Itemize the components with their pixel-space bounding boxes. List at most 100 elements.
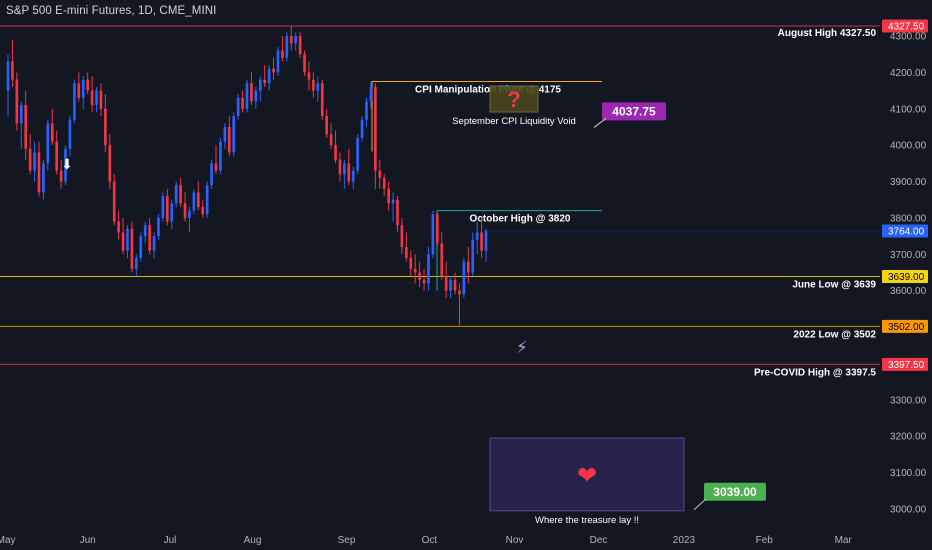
candle-body[interactable]	[192, 192, 196, 211]
candle-body[interactable]	[396, 199, 399, 226]
candle-body[interactable]	[46, 123, 50, 164]
candle-body[interactable]	[267, 68, 271, 84]
candle-body[interactable]	[303, 54, 306, 73]
candle-body[interactable]	[334, 145, 337, 160]
candle-body[interactable]	[139, 236, 143, 258]
candle-body[interactable]	[480, 232, 483, 251]
candle-body[interactable]	[356, 137, 359, 171]
candle-body[interactable]	[471, 239, 475, 273]
candle-body[interactable]	[276, 50, 280, 73]
candle-body[interactable]	[449, 279, 452, 291]
candle-body[interactable]	[6, 61, 10, 91]
candle-body[interactable]	[427, 254, 430, 284]
candle-body[interactable]	[68, 119, 72, 149]
candle-body[interactable]	[343, 163, 346, 175]
candle-body[interactable]	[37, 152, 41, 193]
candle-body[interactable]	[325, 116, 328, 135]
candle-body[interactable]	[400, 225, 404, 248]
candle-body[interactable]	[232, 116, 236, 153]
candle-body[interactable]	[347, 163, 351, 182]
candle-body[interactable]	[108, 145, 112, 182]
candle-body[interactable]	[316, 83, 320, 91]
candle-body[interactable]	[152, 236, 156, 251]
candle-body[interactable]	[281, 50, 284, 58]
candle-body[interactable]	[219, 141, 222, 171]
candle-body[interactable]	[387, 188, 390, 204]
candle-body[interactable]	[196, 192, 200, 208]
candle-body[interactable]	[236, 97, 240, 117]
candle-body[interactable]	[227, 126, 231, 153]
candle-body[interactable]	[405, 247, 408, 258]
candle-body[interactable]	[161, 196, 165, 218]
candle-body[interactable]	[298, 36, 302, 55]
candle-body[interactable]	[413, 268, 417, 273]
candle-body[interactable]	[369, 86, 373, 102]
candle-body[interactable]	[250, 83, 253, 102]
candle-body[interactable]	[143, 225, 147, 237]
candle-body[interactable]	[130, 228, 134, 269]
candle-body[interactable]	[42, 163, 45, 193]
candle-body[interactable]	[320, 83, 324, 117]
candle-body[interactable]	[312, 79, 315, 91]
candle-body[interactable]	[33, 152, 36, 171]
candle-body[interactable]	[77, 83, 81, 98]
candle-body[interactable]	[170, 203, 174, 222]
candle-body[interactable]	[210, 163, 213, 186]
candle-body[interactable]	[99, 90, 103, 109]
candle-body[interactable]	[378, 170, 382, 178]
candle-body[interactable]	[11, 61, 14, 80]
candle-body[interactable]	[360, 119, 364, 138]
candle-body[interactable]	[466, 261, 470, 273]
candle-body[interactable]	[117, 221, 120, 233]
candle-body[interactable]	[81, 79, 85, 98]
candle-body[interactable]	[214, 163, 218, 171]
candle-body[interactable]	[64, 148, 67, 182]
candle-body[interactable]	[50, 123, 54, 142]
candle-body[interactable]	[188, 210, 191, 218]
candle-body[interactable]	[205, 185, 209, 215]
candle-body[interactable]	[263, 79, 267, 84]
candle-body[interactable]	[55, 141, 59, 171]
candle-body[interactable]	[289, 36, 293, 44]
candle-body[interactable]	[241, 97, 244, 109]
candle-body[interactable]	[112, 181, 116, 222]
candle-body[interactable]	[90, 90, 94, 106]
candle-body[interactable]	[484, 231, 488, 251]
candle-body[interactable]	[294, 36, 298, 44]
candle-body[interactable]	[272, 68, 275, 73]
candle-body[interactable]	[422, 279, 426, 284]
candle-body[interactable]	[86, 79, 89, 91]
candle-body[interactable]	[307, 72, 311, 80]
candle-body[interactable]	[254, 90, 258, 102]
candle-body[interactable]	[104, 108, 107, 146]
candle-body[interactable]	[24, 105, 28, 149]
candle-body[interactable]	[440, 243, 444, 277]
candle-body[interactable]	[329, 134, 333, 146]
candle-body[interactable]	[458, 290, 461, 295]
candle-body[interactable]	[418, 272, 421, 280]
candle-body[interactable]	[391, 199, 395, 204]
candle-body[interactable]	[258, 79, 262, 91]
candle-body[interactable]	[462, 261, 466, 295]
candle-body[interactable]	[95, 90, 98, 106]
candle-body[interactable]	[351, 170, 355, 182]
candle-body[interactable]	[148, 225, 151, 251]
candle-body[interactable]	[157, 217, 160, 237]
candle-body[interactable]	[126, 228, 129, 251]
candle-body[interactable]	[374, 86, 377, 171]
candle-body[interactable]	[174, 185, 178, 204]
candle-body[interactable]	[338, 159, 342, 175]
candle-body[interactable]	[179, 185, 182, 204]
candle-body[interactable]	[453, 279, 457, 291]
candle-body[interactable]	[409, 257, 413, 269]
candle-body[interactable]	[135, 257, 138, 269]
candle-body[interactable]	[19, 105, 23, 124]
candle-body[interactable]	[245, 83, 249, 109]
candle-body[interactable]	[201, 207, 205, 215]
candle-body[interactable]	[183, 203, 187, 218]
candle-body[interactable]	[382, 177, 386, 189]
candle-body[interactable]	[59, 170, 63, 182]
candle-body[interactable]	[435, 214, 439, 244]
candle-body[interactable]	[73, 83, 76, 120]
